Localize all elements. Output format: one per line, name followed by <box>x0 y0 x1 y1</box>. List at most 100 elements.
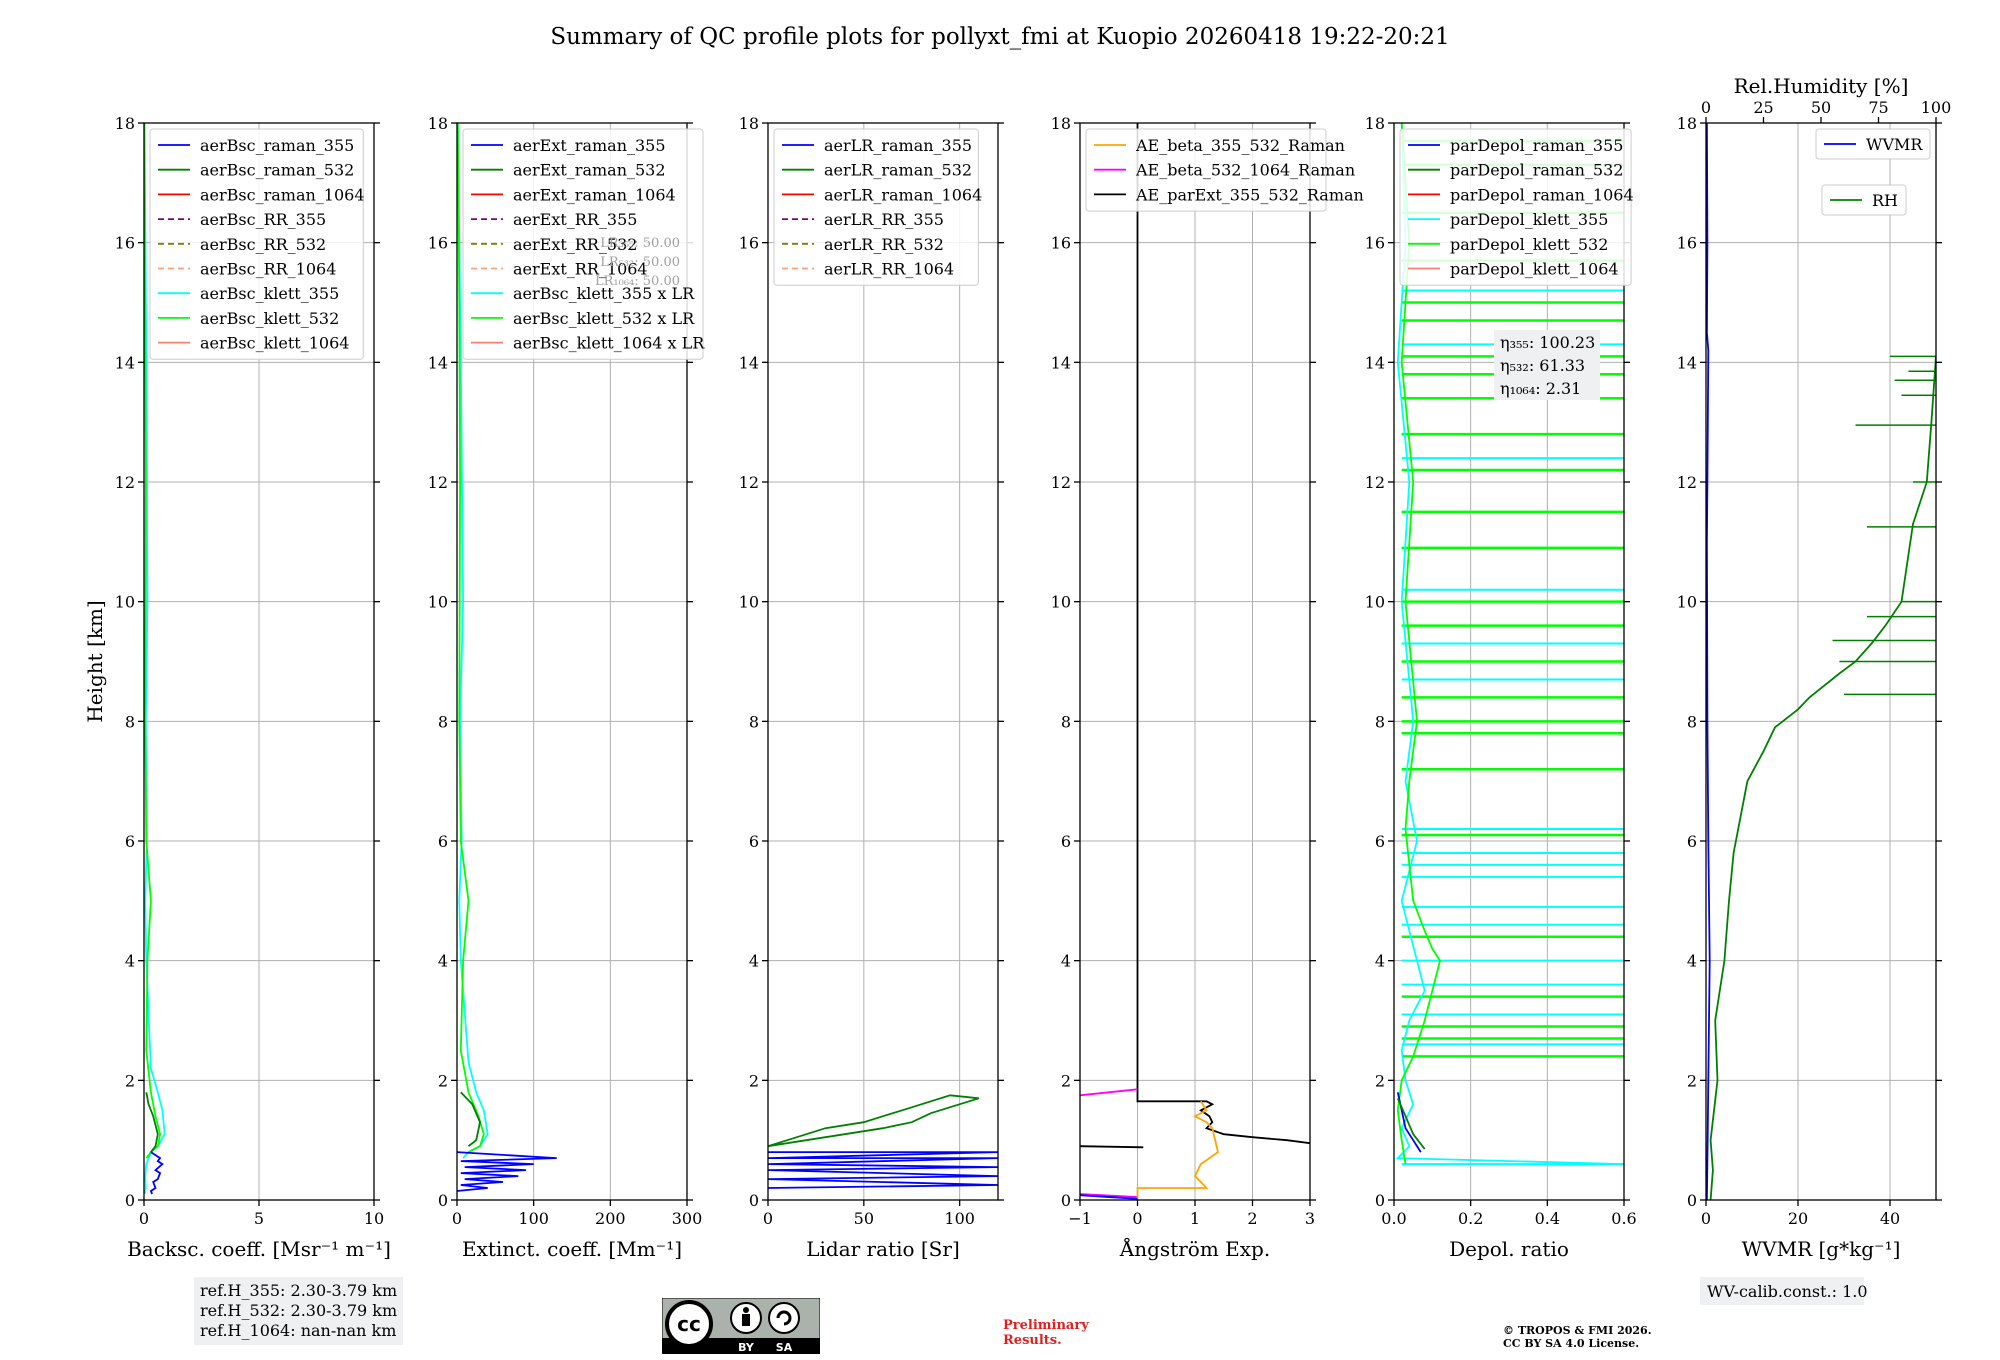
plot-area <box>1706 123 1936 1200</box>
y-tick-label: 18 <box>115 114 135 133</box>
series-aerBsc_raman_532 <box>145 1092 159 1153</box>
y-tick-label: 0 <box>438 1191 448 1210</box>
y-tick-label: 10 <box>739 593 759 612</box>
y-tick-label: 18 <box>1051 114 1071 133</box>
x-tick-label: 300 <box>672 1209 703 1228</box>
y-tick-label: 2 <box>125 1071 135 1090</box>
series-WVMR <box>1706 123 1711 1200</box>
cc-by-sa-badge: cc BY SA <box>662 1298 820 1354</box>
series-aerLR_raman_532 <box>768 1094 980 1148</box>
legend-label: aerBsc_klett_1064 x LR <box>513 334 705 353</box>
series-aerLR_raman_355 <box>768 1151 998 1189</box>
y-tick-label: 10 <box>1051 593 1071 612</box>
legend-label: aerLR_RR_532 <box>824 235 944 254</box>
y-tick-label: 8 <box>1061 712 1071 731</box>
series-AE_beta_355_532_Raman_low <box>1080 1194 1138 1200</box>
legend-label: WVMR <box>1866 135 1923 154</box>
legend: aerLR_raman_355 aerLR_raman_532 aerLR_rama… <box>773 128 982 286</box>
refh-355: ref.H_355: 2.30-3.79 km <box>200 1281 398 1300</box>
reference-height-box: ref.H_355: 2.30-3.79 km ref.H_532: 2.30-3… <box>194 1277 404 1345</box>
y-tick-label: 4 <box>1687 952 1697 971</box>
y-tick-label: 6 <box>1687 832 1697 851</box>
y-tick-label: 16 <box>1051 234 1071 253</box>
x-tick-label: 1 <box>1190 1209 1200 1228</box>
y-tick-label: 12 <box>1677 473 1697 492</box>
x-tick-label: 100 <box>944 1209 975 1228</box>
axes-frame <box>767 122 999 1201</box>
legend-label: aerExt_RR_355 <box>513 210 637 229</box>
y-tick-label: 4 <box>125 952 135 971</box>
cc-by-label: BY <box>738 1341 755 1354</box>
preliminary-note: Preliminary Results. <box>1003 1318 1089 1348</box>
cc-icon <box>665 1300 713 1348</box>
x-axis-label: Backsc. coeff. [Msr⁻¹ m⁻¹] <box>127 1237 391 1261</box>
y-tick-label: 12 <box>428 473 448 492</box>
panel-1: 0 2 4 6 8 10 12 14 16 18 0 5 10 Backsc. coeff. [Msr⁻¹… <box>83 114 391 1261</box>
y-tick-label: 4 <box>1061 952 1071 971</box>
y-tick-label: 16 <box>428 234 448 253</box>
y-axis-label: Height [km] <box>83 600 107 722</box>
lr-label: LR₅₃₂: 50.00 <box>600 255 680 270</box>
x-tick-label: 0.2 <box>1458 1209 1483 1228</box>
axes-frame <box>1393 122 1625 1201</box>
preliminary-line-2: Results. <box>1003 1333 1062 1348</box>
y-tick-label: 16 <box>1677 234 1697 253</box>
legend-label: parDepol_klett_532 <box>1450 235 1608 254</box>
legend-label: aerExt_raman_355 <box>513 136 666 155</box>
x-axis-label: Extinct. coeff. [Mm⁻¹] <box>462 1237 682 1261</box>
plot-area <box>1395 123 1624 1166</box>
y-tick-label: 8 <box>1375 712 1385 731</box>
y-tick-label: 10 <box>115 593 135 612</box>
legend-box <box>773 128 979 286</box>
legend-label: RH <box>1872 191 1898 210</box>
x-tick-label: 0.4 <box>1535 1209 1560 1228</box>
plot-area <box>768 1094 998 1189</box>
series-AE_beta_532_1064_Raman <box>1080 1088 1138 1097</box>
y-tick-label: 6 <box>1061 832 1071 851</box>
legend-box <box>462 128 704 360</box>
y-tick-label: 12 <box>115 473 135 492</box>
top-tick-label: 0 <box>1701 98 1711 117</box>
y-tick-label: 14 <box>739 353 759 372</box>
plot-area <box>144 123 166 1195</box>
x-tick-label: −1 <box>1068 1209 1092 1228</box>
y-tick-label: 2 <box>749 1071 759 1090</box>
legend-label: aerBsc_klett_355 x LR <box>513 284 695 303</box>
legend: aerBsc_raman_355 aerBsc_raman_532 aerBsc_r… <box>149 128 365 360</box>
y-tick-label: 2 <box>1687 1071 1697 1090</box>
legend-label: aerBsc_klett_532 <box>200 309 339 328</box>
legend: aerExt_raman_355 aerExt_raman_532 aerExt_r… <box>462 128 705 360</box>
y-tick-label: 6 <box>1375 832 1385 851</box>
legend-box <box>1399 128 1632 286</box>
y-tick-label: 18 <box>1677 114 1697 133</box>
legend-label: aerBsc_raman_532 <box>200 161 354 180</box>
legend-box <box>149 128 364 360</box>
legend-label: aerExt_raman_1064 <box>513 185 676 204</box>
y-tick-label: 8 <box>749 712 759 731</box>
series-aerBsc_klett_355 <box>144 123 166 1195</box>
x-tick-label: 40 <box>1880 1209 1900 1228</box>
series-AE_parExt_355_532_Raman_low <box>1080 1145 1144 1149</box>
x-tick-label: 10 <box>364 1209 384 1228</box>
x-tick-label: 200 <box>595 1209 626 1228</box>
plot-area <box>457 123 557 1192</box>
legend-label: aerLR_RR_1064 <box>824 260 954 279</box>
legend-label: parDepol_raman_532 <box>1450 161 1623 180</box>
legend-label: aerBsc_RR_532 <box>200 235 326 254</box>
wv-calib-label: WV-calib.const.: 1.0 <box>1707 1282 1868 1301</box>
series-RH <box>1709 356 1936 1200</box>
legend-label: aerBsc_klett_1064 <box>200 334 349 353</box>
x-tick-label: 0 <box>1701 1209 1711 1228</box>
x-tick-label: 3 <box>1305 1209 1315 1228</box>
y-tick-label: 14 <box>1365 353 1385 372</box>
eta-label: η₅₃₂: 61.33 <box>1500 356 1585 375</box>
y-tick-label: 12 <box>1051 473 1071 492</box>
legend-label: parDepol_raman_355 <box>1450 136 1623 155</box>
y-tick-label: 16 <box>115 234 135 253</box>
x-axis-label: WVMR [g*kg⁻¹] <box>1742 1237 1901 1261</box>
eta-label: η₃₅₅: 100.23 <box>1500 333 1595 352</box>
x-tick-label: 0 <box>139 1209 149 1228</box>
legend-label: aerExt_RR_1064 <box>513 260 648 279</box>
